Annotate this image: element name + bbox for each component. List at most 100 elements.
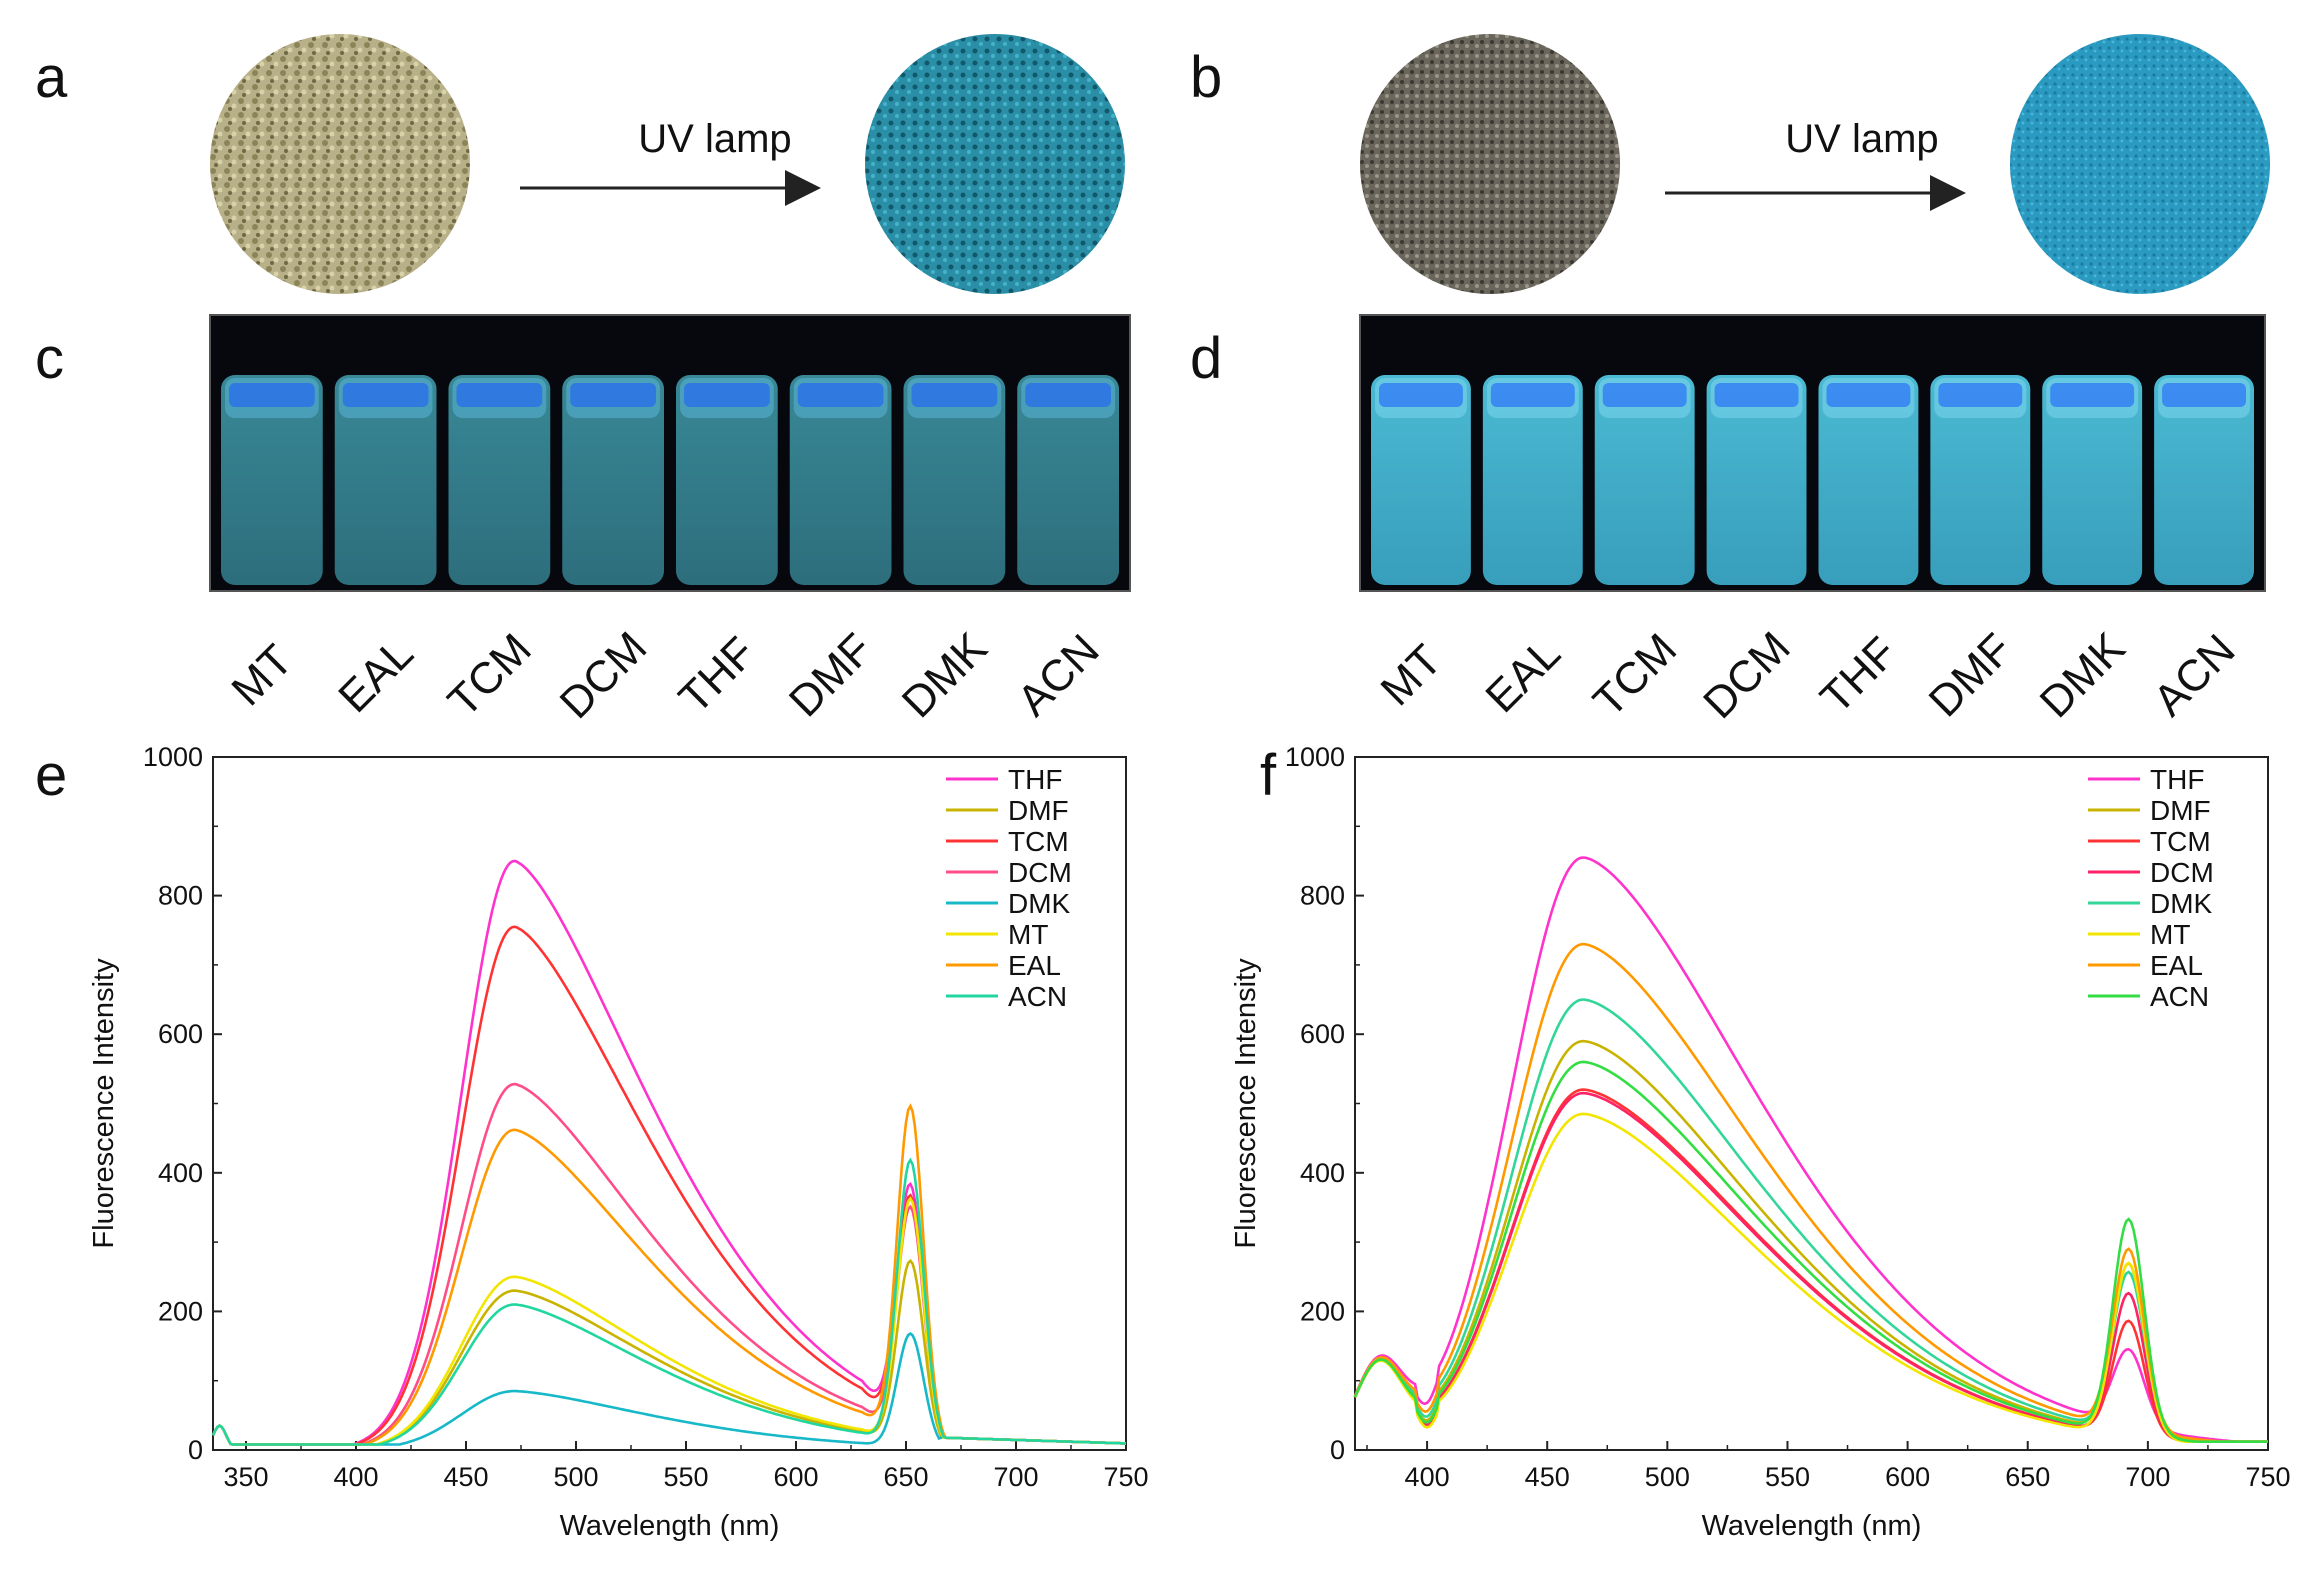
x-tick-label: 500 bbox=[553, 1462, 598, 1492]
x-tick-label: 700 bbox=[2125, 1462, 2170, 1492]
legend-entry: EAL bbox=[2150, 950, 2203, 981]
vial bbox=[676, 375, 778, 585]
panel-label-f: f bbox=[1260, 743, 1277, 808]
panel-label-b: b bbox=[1190, 45, 1222, 110]
y-tick-label: 400 bbox=[1300, 1158, 1345, 1188]
solvent-label: DCM bbox=[551, 623, 657, 729]
vial bbox=[1818, 375, 1919, 585]
series-line-thf bbox=[1353, 856, 2268, 1443]
y-tick-label: 0 bbox=[188, 1435, 203, 1465]
x-tick-label: 500 bbox=[1645, 1462, 1690, 1492]
series-line-acn bbox=[1353, 1060, 2268, 1443]
legend-entry: TCM bbox=[2150, 826, 2211, 857]
x-tick-label: 400 bbox=[333, 1462, 378, 1492]
x-axis-label: Wavelength (nm) bbox=[1702, 1510, 1922, 1542]
legend-entry: DMF bbox=[2150, 795, 2211, 826]
vial bbox=[903, 375, 1006, 585]
solvent-label: ACN bbox=[1008, 625, 1108, 725]
series-line-mt bbox=[211, 1196, 1127, 1446]
solvent-label: DCM bbox=[1694, 623, 1800, 729]
x-tick-label: 750 bbox=[2245, 1462, 2290, 1492]
vial bbox=[789, 375, 892, 585]
y-tick-label: 400 bbox=[158, 1158, 203, 1188]
x-axis-label: Wavelength (nm) bbox=[560, 1510, 780, 1542]
panel-label-c: c bbox=[35, 326, 64, 391]
solvent-labels-d: MT EAL TCM DCM THF DMF DMK ACN bbox=[1372, 623, 2245, 729]
series-line-eal bbox=[1353, 942, 2268, 1443]
y-tick-label: 200 bbox=[1300, 1296, 1345, 1326]
x-tick-label: 600 bbox=[1885, 1462, 1930, 1492]
series-line-dmk bbox=[211, 1332, 1127, 1446]
legend-entry: THF bbox=[2150, 764, 2204, 795]
solvent-label: EAL bbox=[329, 629, 422, 722]
y-tick-label: 600 bbox=[158, 1019, 203, 1049]
legend-entry: ACN bbox=[1008, 981, 1067, 1012]
solvent-label: TCM bbox=[1584, 624, 1686, 726]
series-line-dmf bbox=[1353, 1039, 2268, 1443]
x-tick-label: 650 bbox=[883, 1462, 928, 1492]
powder-photo-daylight bbox=[210, 34, 470, 294]
vial bbox=[334, 375, 437, 585]
chart-f: 400 450 500 550 600 650 700 750 0 200 400 600 800 100… bbox=[1230, 742, 2291, 1542]
plot-frame bbox=[1354, 756, 2269, 1451]
x-tick-label: 350 bbox=[223, 1462, 268, 1492]
x-tick-label: 600 bbox=[773, 1462, 818, 1492]
x-tick-label: 550 bbox=[1765, 1462, 1810, 1492]
solvent-label: THF bbox=[670, 628, 765, 723]
y-tick-label: 1000 bbox=[1285, 742, 1345, 772]
solvent-label: DMF bbox=[780, 624, 882, 726]
legend-entry: DMF bbox=[1008, 795, 1069, 826]
legend-entry: MT bbox=[2150, 919, 2190, 950]
powder-photo-uv bbox=[865, 34, 1125, 294]
panel-label-d: d bbox=[1190, 326, 1222, 391]
panel-a: UV lamp bbox=[210, 34, 1125, 294]
uv-lamp-label-a: UV lamp bbox=[638, 117, 791, 161]
x-tick-label: 400 bbox=[1405, 1462, 1450, 1492]
panel-b: UV lamp bbox=[1360, 34, 2270, 294]
vial bbox=[1706, 375, 1807, 585]
vial bbox=[221, 375, 323, 585]
series-line-mt bbox=[1353, 1112, 2268, 1443]
vial bbox=[1594, 375, 1695, 585]
x-tick-label: 700 bbox=[993, 1462, 1038, 1492]
vial bbox=[2042, 375, 2143, 585]
solvent-label: TCM bbox=[439, 624, 541, 726]
y-tick-label: 200 bbox=[158, 1296, 203, 1326]
legend-entry: DMK bbox=[2150, 888, 2213, 919]
x-tick-label: 650 bbox=[2005, 1462, 2050, 1492]
y-tick-label: 0 bbox=[1330, 1435, 1345, 1465]
y-axis-label: Fluorescence Intensity bbox=[88, 958, 120, 1249]
solvent-label: ACN bbox=[2144, 625, 2244, 725]
solvent-label: MT bbox=[1372, 636, 1452, 716]
legend-entry: DCM bbox=[2150, 857, 2214, 888]
plot-frame bbox=[212, 756, 1127, 1451]
legend-entry: TCM bbox=[1008, 826, 1069, 857]
series-line-acn bbox=[211, 1157, 1127, 1446]
vial bbox=[1930, 375, 2031, 585]
legend-entry: DMK bbox=[1008, 888, 1071, 919]
series-line-thf bbox=[211, 859, 1127, 1446]
powder-photo-uv bbox=[2010, 34, 2270, 294]
x-tick-label: 750 bbox=[1103, 1462, 1148, 1492]
vial bbox=[1017, 375, 1119, 585]
solvent-label: DMK bbox=[893, 623, 997, 727]
vial bbox=[2154, 375, 2254, 585]
panel-label-e: e bbox=[35, 743, 67, 808]
legend-entry: THF bbox=[1008, 764, 1062, 795]
y-axis-label: Fluorescence Intensity bbox=[1230, 958, 1262, 1249]
x-tick-label: 450 bbox=[1525, 1462, 1570, 1492]
legend-entry: DCM bbox=[1008, 857, 1072, 888]
powder-photo-daylight bbox=[1360, 34, 1620, 294]
series-line-dmf bbox=[211, 1258, 1127, 1446]
x-tick-label: 450 bbox=[443, 1462, 488, 1492]
y-tick-label: 1000 bbox=[143, 742, 203, 772]
y-tick-label: 800 bbox=[1300, 881, 1345, 911]
solvent-label: EAL bbox=[1476, 629, 1569, 722]
legend-entry: EAL bbox=[1008, 950, 1061, 981]
legend-entry: ACN bbox=[2150, 981, 2209, 1012]
vial bbox=[1371, 375, 1471, 585]
x-tick-label: 550 bbox=[663, 1462, 708, 1492]
chart-e: 350 400 450 500 550 600 650 700 750 0 200 400 600 800… bbox=[88, 742, 1149, 1542]
solvent-labels-c: MT EAL TCM DCM THF DMF DMK ACN bbox=[222, 623, 1108, 729]
